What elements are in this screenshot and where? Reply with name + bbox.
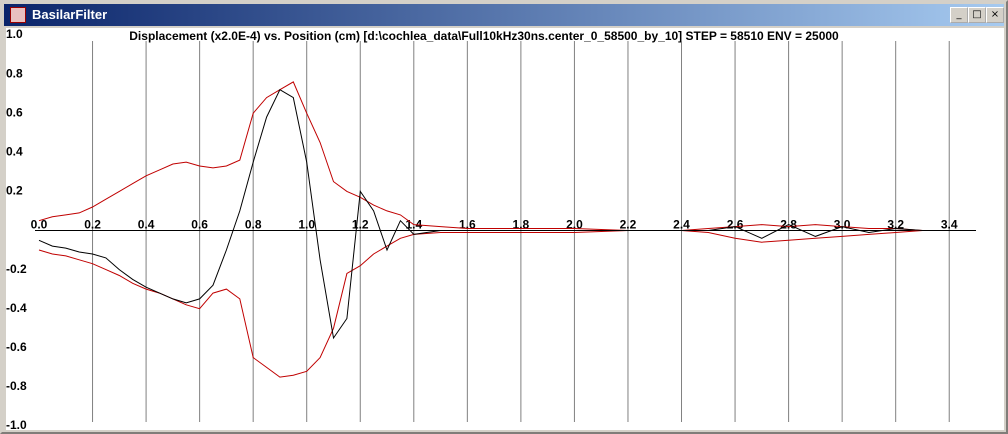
line-series: [38, 81, 923, 231]
y-tick-label: 1.0: [6, 28, 23, 41]
y-tick-label: 0.6: [6, 105, 23, 119]
x-tick-label: 2.2: [620, 218, 637, 232]
y-tick-label: -1.0: [6, 418, 27, 430]
maximize-button[interactable]: □: [968, 7, 986, 23]
chart: Displacement (x2.0E-4) vs. Position (cm)…: [6, 28, 1004, 430]
x-tick-label: 1.2: [352, 218, 369, 232]
x-tick-label: 3.0: [834, 218, 851, 232]
y-tick-label: -0.2: [6, 262, 27, 276]
line-series: [38, 88, 923, 340]
title-bar: BasilarFilter _ □ ×: [4, 4, 1004, 26]
y-tick-label: 0.2: [6, 184, 23, 198]
x-tick-label: 0.6: [191, 218, 208, 232]
x-tick-label: 0.8: [245, 218, 262, 232]
y-tick-label: -0.6: [6, 340, 27, 354]
line-series: [38, 230, 923, 378]
y-tick-label: 0.8: [6, 66, 23, 80]
x-tick-label: 0.4: [138, 218, 155, 232]
y-tick-label: 0.4: [6, 144, 23, 158]
x-tick-label: 1.0: [298, 218, 315, 232]
x-tick-label: 1.6: [459, 218, 476, 232]
minimize-button[interactable]: _: [950, 7, 968, 23]
close-button[interactable]: ×: [986, 7, 1004, 23]
x-tick-label: 0.2: [84, 218, 101, 232]
x-tick-label: 2.0: [566, 218, 583, 232]
app-icon: [10, 7, 26, 23]
x-tick-label: 2.4: [673, 218, 690, 232]
y-tick-label: -0.4: [6, 301, 27, 315]
y-tick-label: -0.8: [6, 379, 27, 393]
x-tick-label: 3.4: [941, 218, 958, 232]
chart-title: Displacement (x2.0E-4) vs. Position (cm)…: [129, 29, 839, 43]
x-tick-label: 1.8: [513, 218, 530, 232]
x-tick-label: 0.0: [31, 218, 48, 232]
window-title: BasilarFilter: [32, 7, 108, 22]
